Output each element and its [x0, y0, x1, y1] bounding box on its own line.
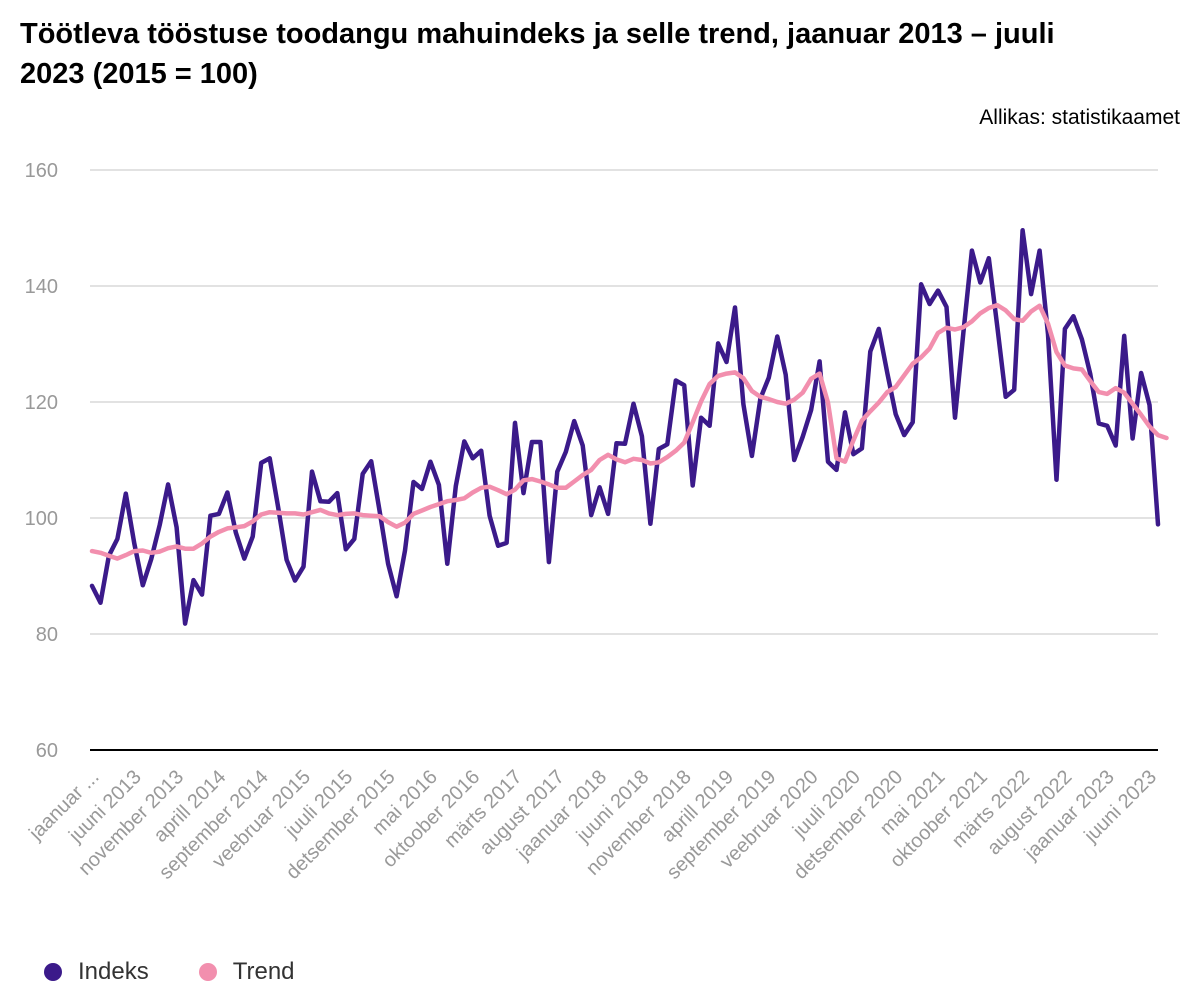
legend-marker-trend — [198, 963, 217, 981]
legend: Indeks Trend — [44, 958, 345, 986]
y-tick-label: 60 — [36, 740, 58, 762]
legend-item-indeks[interactable]: Indeks — [44, 958, 149, 986]
y-tick-label: 120 — [25, 392, 58, 414]
series-line-indeks — [89, 228, 1161, 626]
y-tick-label: 140 — [25, 276, 58, 298]
source-label: Allikas: statistikaamet — [979, 106, 1180, 129]
y-tick-label: 80 — [36, 624, 58, 646]
chart-title: Töötleva tööstuse toodangu mahuindeks ja… — [20, 18, 1055, 90]
legend-label-indeks: Indeks — [78, 958, 149, 985]
series-line-trend — [89, 302, 1169, 561]
y-tick-label: 160 — [25, 160, 58, 182]
y-tick-label: 100 — [25, 508, 58, 530]
legend-marker-indeks — [44, 963, 62, 981]
legend-label-trend: Trend — [232, 958, 295, 985]
legend-item-trend[interactable]: Trend — [198, 958, 295, 986]
